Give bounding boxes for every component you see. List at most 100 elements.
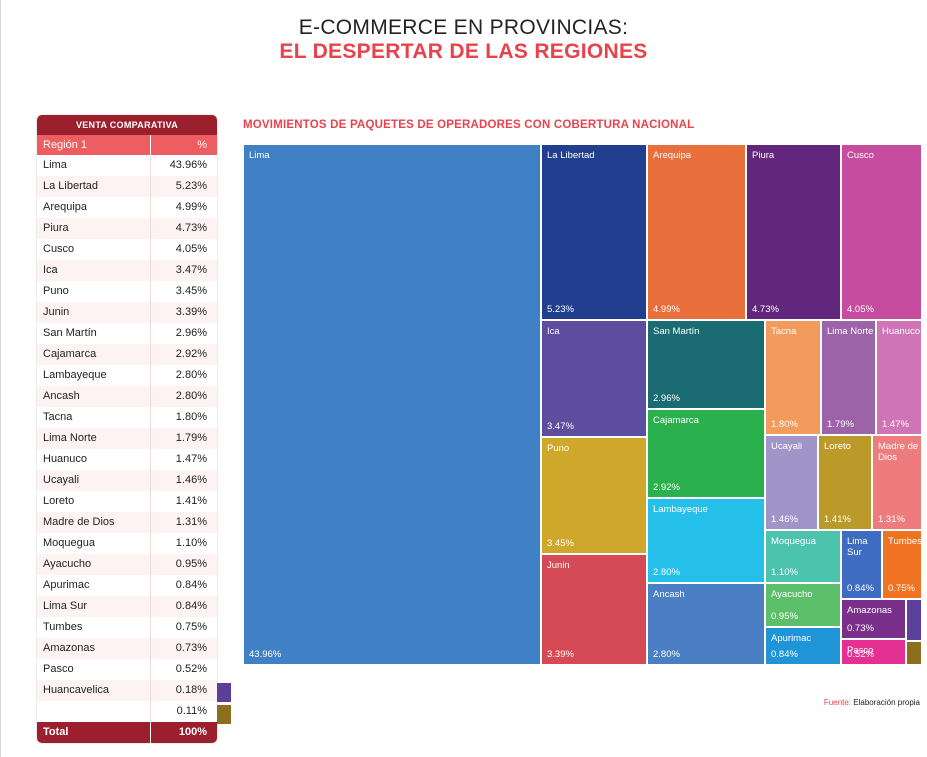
treemap-tile-amazonas: Amazonas 0.73% [841,599,906,639]
table-row: Apurimac 0.84% [37,575,217,596]
treemap-tile-pasco: Pasco 0.52% [841,639,906,665]
table-row: San Martín 2.96% [37,323,217,344]
row-region: Tacna [37,407,151,428]
tile-value: 2.92% [653,482,680,493]
treemap-tile-loreto: Loreto 1.41% [818,435,872,530]
column-region-header: Región 1 [37,135,151,155]
page-title: E-COMMERCE EN PROVINCIAS: [298,16,629,39]
tile-value: 4.73% [752,304,779,315]
row-region: Apurimac [37,575,151,596]
tile-label: Moquegua [771,536,816,547]
treemap-tile-huancavelica [906,599,922,641]
tile-value: 1.47% [882,419,909,430]
tile-value: 2.80% [653,649,680,660]
table-row: Lima Sur 0.84% [37,596,217,617]
tile-label: Loreto [824,441,851,452]
row-pct: 1.47% [175,453,207,465]
page-left-rule [0,0,1,757]
table-row: Arequipa 4.99% [37,197,217,218]
tile-label: Ica [547,326,560,337]
row-region: Lima Sur [37,596,151,617]
tile-label: Puno [547,443,570,454]
row-pct: 3.47% [175,264,207,276]
source-text: Elaboración propia [853,698,920,707]
tile-label: Lima Norte [827,326,874,337]
legend-swatch-huancavelica [217,683,231,702]
treemap-tile-ucayali: Ucayali 1.46% [765,435,818,530]
chart-title: MOVIMIENTOS DE PAQUETES DE OPERADORES CO… [243,119,695,131]
tile-value: 0.84% [847,583,874,594]
row-pct: 0.75% [175,621,207,633]
row-pct: 1.80% [175,411,207,423]
row-region: Cusco [37,239,151,260]
row-pct: 0.73% [175,642,207,654]
row-region: San Martín [37,323,151,344]
table-body: Lima 43.96% La Libertad 5.23% Arequipa 4.99% P… [37,155,217,722]
tile-label: Tacna [771,326,797,337]
tile-label: Ucayali [771,441,803,452]
tile-value: 2.96% [653,393,680,404]
row-pct: 1.46% [175,474,207,486]
source-note: Fuente: Elaboración propia [824,698,920,707]
treemap-tile-lima-sur: Lima Sur 0.84% [841,530,882,599]
treemap-tile-arequipa: Arequipa 4.99% [647,144,746,320]
column-pct-header: % [197,139,207,151]
table-title: VENTA COMPARATIVA [37,115,217,135]
tile-value: 4.05% [847,304,874,315]
tile-label: San Martín [653,326,700,337]
table-row: Junin 3.39% [37,302,217,323]
table-row: Tumbes 0.75% [37,617,217,638]
row-region: Ica [37,260,151,281]
row-pct: 2.80% [175,369,207,381]
treemap-tile-ayacucho: Ayacucho 0.95% [765,583,841,627]
row-region: La Libertad [37,176,151,197]
tile-label: Pasco [847,645,874,656]
table-row: Ancash 2.80% [37,386,217,407]
row-region: Ayacucho [37,554,151,575]
treemap-tile-tacna: Tacna 1.80% [765,320,821,435]
treemap-tile-piura: Piura 4.73% [746,144,841,320]
tile-label: Cusco [847,150,874,161]
tile-value: 5.23% [547,304,574,315]
treemap-tile-la-libertad: La Libertad 5.23% [541,144,647,320]
row-region: Moquegua [37,533,151,554]
row-region: Ancash [37,386,151,407]
tile-value: 1.41% [824,514,851,525]
treemap-tile-lima: Lima 43.96% [243,144,541,665]
treemap-tile-huanuco: Huanuco 1.47% [876,320,922,435]
tile-label: La Libertad [547,150,595,161]
row-pct: 1.10% [175,537,207,549]
tile-label: Madre de Dios [878,441,919,463]
tile-value: 2.80% [653,567,680,578]
tile-label: Huanuco [882,326,921,337]
tile-value: 1.80% [771,419,798,430]
tile-label: Lima Sur [847,536,868,558]
row-pct: 5.23% [175,180,207,192]
row-pct: 3.39% [175,306,207,318]
row-region: Huanuco [37,449,151,470]
tile-value: 1.79% [827,419,854,430]
row-region: Puno [37,281,151,302]
tile-label: Piura [752,150,775,161]
row-region: Tumbes [37,617,151,638]
row-region: Loreto [37,491,151,512]
row-region: Pasco [37,659,151,680]
table-row: Ica 3.47% [37,260,217,281]
row-pct: 2.96% [175,327,207,339]
table-row: Madre de Dios 1.31% [37,512,217,533]
row-region: Amazonas [37,638,151,659]
row-pct: 0.84% [175,600,207,612]
treemap-tile-apurimac: Apurimac 0.84% [765,627,841,665]
treemap-tile-san-martin: San Martín 2.96% [647,320,765,409]
legend-swatch-other [217,705,231,724]
row-region [37,701,151,722]
table-row: Huanuco 1.47% [37,449,217,470]
row-pct: 0.18% [175,684,207,696]
row-pct: 0.52% [175,663,207,675]
tile-value: 1.31% [878,514,905,525]
tile-value: 3.45% [547,538,574,549]
source-label: Fuente: [823,698,852,707]
tile-value: 4.99% [653,304,680,315]
row-pct: 43.96% [169,159,207,171]
